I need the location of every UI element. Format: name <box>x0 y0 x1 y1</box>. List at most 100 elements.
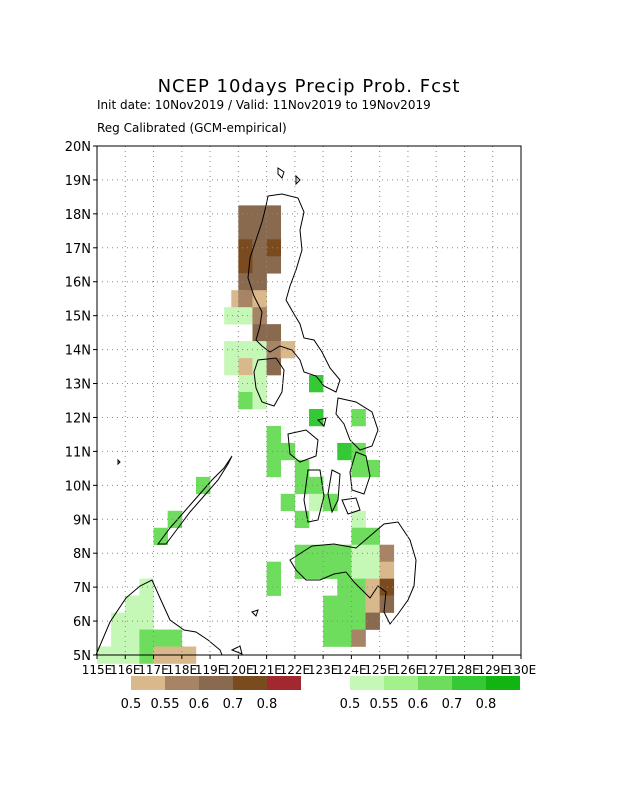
probability-cell <box>365 595 380 613</box>
coastline-negros <box>303 469 325 523</box>
dry-legend-label: 0.55 <box>151 697 180 712</box>
probability-cell <box>351 510 366 529</box>
lon-label: 119E <box>195 663 226 677</box>
coastline-bohol <box>341 497 361 515</box>
lat-label: 17N <box>65 242 91 257</box>
lat-label: 20N <box>65 140 91 155</box>
probability-cell <box>224 341 239 359</box>
probability-cell <box>252 239 267 257</box>
probability-cell <box>139 629 154 647</box>
probability-cell <box>238 290 253 308</box>
dry-legend-swatch <box>165 676 199 690</box>
probability-cell <box>266 324 282 342</box>
probability-cell <box>238 273 253 291</box>
probability-cell <box>252 290 267 308</box>
coastline-leyte <box>349 451 371 495</box>
probability-cell <box>153 629 168 647</box>
probability-cell <box>252 358 267 376</box>
probability-cell <box>139 595 154 613</box>
probability-cell <box>111 612 126 630</box>
wet-legend-label: 0.55 <box>370 697 399 712</box>
lat-label: 15N <box>65 310 91 325</box>
lat-label: 11N <box>65 445 91 460</box>
lat-label: 10N <box>65 479 91 494</box>
probability-cell <box>252 341 267 359</box>
probability-cell <box>266 561 282 579</box>
lon-label: 116E <box>110 663 141 677</box>
probability-cell <box>238 375 253 393</box>
coastline-panay <box>287 429 319 463</box>
probability-cell <box>238 358 253 376</box>
probability-cell <box>167 629 183 647</box>
probability-cell <box>125 595 140 613</box>
probability-cell <box>195 476 211 495</box>
probability-cell <box>337 442 352 461</box>
lon-label: 128E <box>449 663 480 677</box>
dry-legend-label: 0.7 <box>223 697 244 712</box>
probability-cell <box>323 544 338 562</box>
probability-cell <box>139 612 154 630</box>
dry-legend-label: 0.5 <box>121 697 142 712</box>
map-frame <box>96 145 522 656</box>
probability-cell <box>266 205 282 223</box>
coastline <box>95 167 417 656</box>
wet-legend-label: 0.5 <box>340 697 361 712</box>
probability-cell <box>379 561 395 579</box>
probability-cell <box>294 561 310 579</box>
lat-label: 14N <box>65 344 91 359</box>
probability-cell <box>365 561 380 579</box>
probability-cell <box>252 392 267 410</box>
coastline-mindoro <box>253 357 285 407</box>
lon-label: 122E <box>280 663 311 677</box>
probability-cell <box>351 442 366 461</box>
probability-cell <box>266 358 282 376</box>
lat-label: 5N <box>73 649 91 664</box>
wet-legend-swatch <box>350 676 384 690</box>
probability-cell <box>323 595 338 613</box>
dry-legend-swatch <box>233 676 267 690</box>
probability-cell <box>337 629 352 647</box>
wet-legend-label: 0.7 <box>442 697 463 712</box>
probability-cell <box>294 459 310 478</box>
color-legend: 0.5 0.55 0.6 0.7 0.8 0.5 0.55 0.6 0.7 0.8 <box>121 676 520 712</box>
probability-cell <box>323 612 338 630</box>
latitude-labels: 5N 6N 7N 8N 9N 10N 11N 12N 13N 14N 15N 16N 17N 18N 19N… <box>65 140 97 664</box>
lon-label: 117E <box>138 663 169 677</box>
probability-cell <box>238 307 253 325</box>
probability-cell <box>252 273 267 291</box>
coastline-palawan <box>157 455 233 545</box>
lat-label: 18N <box>65 208 91 223</box>
probability-cell <box>351 612 366 630</box>
probability-cell <box>252 256 267 274</box>
graticule <box>97 146 521 655</box>
probability-cell <box>238 205 253 223</box>
probability-cell <box>379 595 395 613</box>
lon-label: 127E <box>421 663 452 677</box>
probability-cell <box>252 324 267 342</box>
probability-cell <box>309 493 324 512</box>
longitude-labels: 115E116E117E118E119E120E121E122E123E124E… <box>82 655 536 677</box>
probability-cell <box>266 442 282 461</box>
wet-legend-swatch <box>452 676 486 690</box>
probability-cell <box>252 222 267 240</box>
wet-legend-swatch <box>384 676 418 690</box>
probability-cells <box>97 205 395 664</box>
probability-cell <box>224 307 239 325</box>
lon-label: 120E <box>223 663 254 677</box>
probability-cell <box>266 222 282 240</box>
lon-label: 115E <box>82 663 113 677</box>
probability-cell <box>337 612 352 630</box>
coastline-samar <box>335 397 379 451</box>
coastline-islet <box>295 174 301 186</box>
probability-cell <box>238 239 253 257</box>
lon-label: 125E <box>364 663 395 677</box>
probability-cell <box>309 476 324 495</box>
probability-cell <box>351 459 366 478</box>
lon-label: 123E <box>308 663 339 677</box>
probability-cell <box>224 358 239 376</box>
probability-cell <box>365 527 380 546</box>
probability-cell <box>266 239 282 257</box>
coastline-islet <box>117 458 121 466</box>
coastline-islet <box>230 645 243 655</box>
